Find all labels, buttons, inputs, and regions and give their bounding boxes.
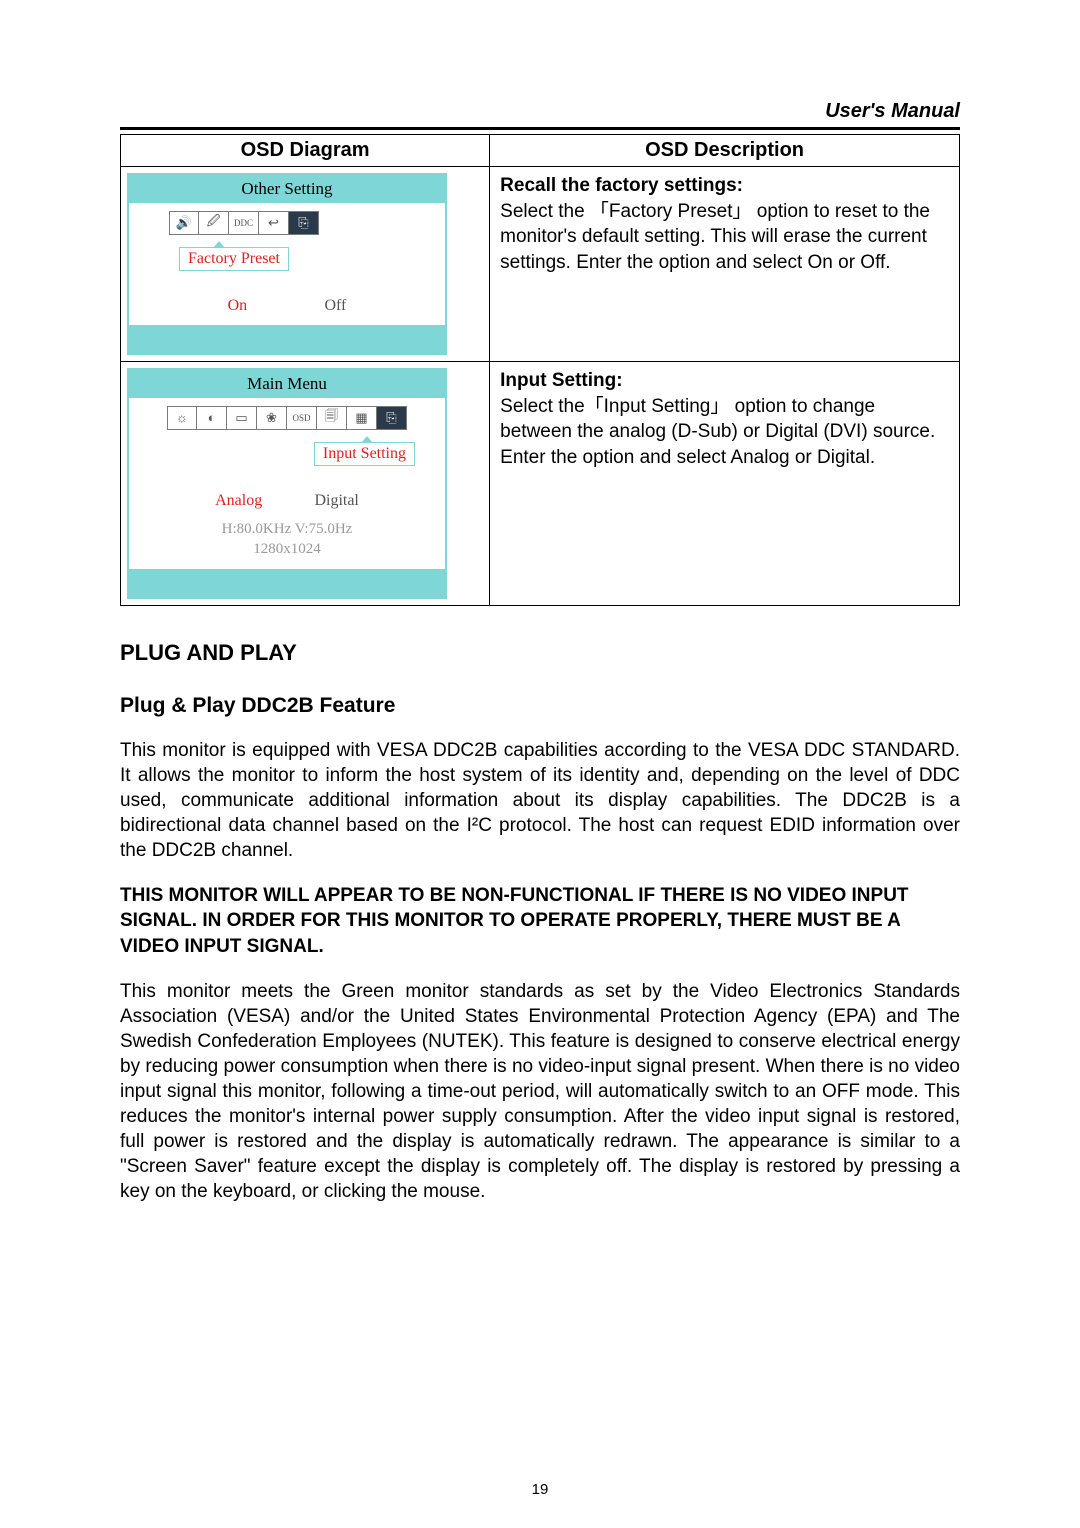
return-icon: ↩ (259, 211, 289, 235)
osd-option-digital: Digital (314, 492, 358, 510)
page-header-title: User's Manual (120, 100, 960, 123)
exit-icon: ⎘ (289, 211, 319, 235)
paragraph-ddc2b: This monitor is equipped with VESA DDC2B… (120, 738, 960, 863)
osd-icon-row: 🔊 🖉 DDC ↩ ⎘ (169, 211, 435, 235)
input-icon: ▦ (347, 406, 377, 430)
volume-icon: 🔊 (169, 211, 199, 235)
osd-option-analog: Analog (215, 492, 262, 510)
mute-icon: 🖉 (199, 211, 229, 235)
osd-panel-title: Other Setting (129, 175, 445, 203)
osd-description-cell: Input Setting: Select the「Input Setting」… (490, 362, 960, 606)
contrast-icon: ◐ (197, 406, 227, 430)
osd-description-cell: Recall the factory settings: Select the … (490, 167, 960, 362)
ddc-icon: DDC (229, 211, 259, 235)
osd-status-text: H:80.0KHz V:75.0Hz 1280x1024 (139, 520, 435, 559)
color-icon: ❀ (257, 406, 287, 430)
position-icon: ▭ (227, 406, 257, 430)
osd-bottom-bar (129, 325, 445, 353)
table-header-diagram: OSD Diagram (121, 135, 490, 167)
osd-panel-main-menu: Main Menu ☼ ◐ ▭ ❀ OSD 🗐 ▦ ⎘ Input Se (127, 368, 447, 599)
osd-icon: OSD (287, 406, 317, 430)
language-icon: 🗐 (317, 406, 347, 430)
brightness-icon: ☼ (167, 406, 197, 430)
table-row: Main Menu ☼ ◐ ▭ ❀ OSD 🗐 ▦ ⎘ Input Se (121, 362, 960, 606)
heading-ddc2b-feature: Plug & Play DDC2B Feature (120, 694, 960, 718)
page-number: 19 (0, 1481, 1080, 1498)
osd-panel-other-setting: Other Setting 🔊 🖉 DDC ↩ ⎘ Factory Preset (127, 173, 447, 355)
osd-icon-row: ☼ ◐ ▭ ❀ OSD 🗐 ▦ ⎘ (139, 406, 435, 430)
desc-title: Input Setting: (500, 370, 622, 391)
table-header-description: OSD Description (490, 135, 960, 167)
desc-title: Recall the factory settings: (500, 175, 743, 196)
osd-bottom-bar (129, 569, 445, 597)
desc-body: Select the「Input Setting」 option to chan… (500, 396, 935, 468)
table-row: Other Setting 🔊 🖉 DDC ↩ ⎘ Factory Preset (121, 167, 960, 362)
osd-panel-title: Main Menu (129, 370, 445, 398)
osd-selected-label: Input Setting (314, 442, 415, 466)
paragraph-green-monitor: This monitor meets the Green monitor sta… (120, 979, 960, 1205)
header-rule-thick (120, 127, 960, 130)
heading-plug-and-play: PLUG AND PLAY (120, 640, 960, 666)
desc-body: Select the 「Factory Preset」 option to re… (500, 201, 930, 273)
osd-selected-label: Factory Preset (179, 247, 289, 271)
osd-option-on: On (228, 297, 248, 315)
osd-option-off: Off (324, 297, 346, 315)
exit-icon: ⎘ (377, 406, 407, 430)
osd-table: OSD Diagram OSD Description Other Settin… (120, 134, 960, 606)
paragraph-warning: THIS MONITOR WILL APPEAR TO BE NON-FUNCT… (120, 883, 960, 958)
